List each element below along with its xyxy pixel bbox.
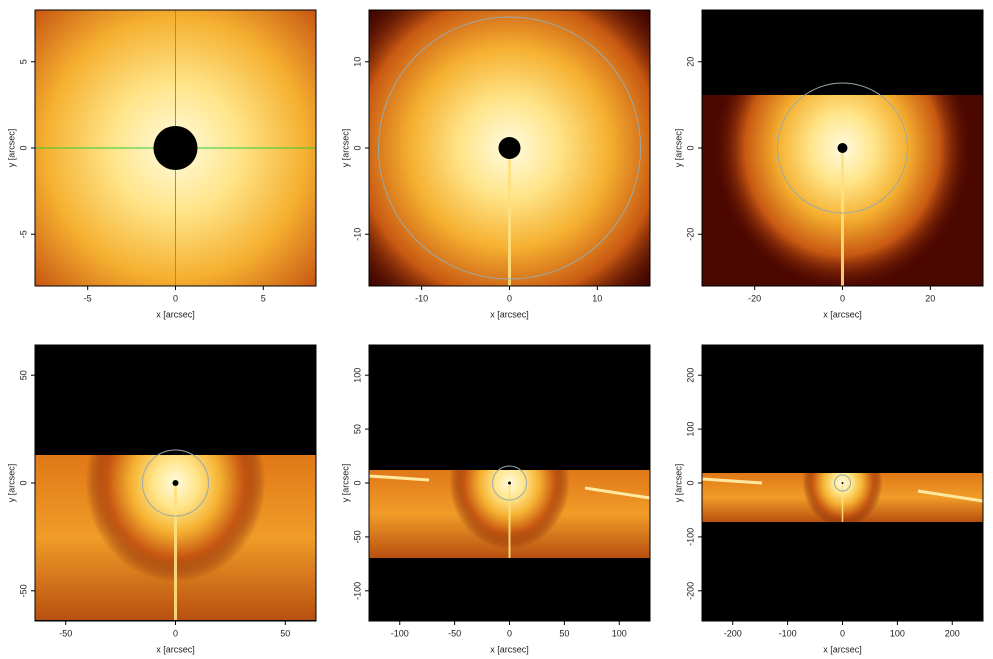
- y-tick-label: 5: [18, 59, 28, 64]
- y-axis-label: y [arcsec]: [340, 129, 350, 168]
- y-tick-label: -10: [352, 228, 362, 241]
- streak: [584, 486, 650, 500]
- x-tick-label: -5: [84, 293, 92, 303]
- core: [172, 480, 179, 486]
- panel: -20 0 20 -20 0 20 x [arcsec] y [arcsec]: [673, 9, 984, 319]
- y-axis-label: y [arcsec]: [340, 464, 350, 503]
- x-tick-label: 0: [173, 628, 178, 638]
- y-tick-label: -50: [352, 530, 362, 543]
- x-tick-label: -20: [748, 293, 761, 303]
- x-axis-label: x [arcsec]: [156, 309, 195, 319]
- x-tick-label: 0: [173, 293, 178, 303]
- y-tick-label: -200: [685, 582, 695, 600]
- y-tick-label: 0: [685, 145, 695, 150]
- core: [498, 137, 521, 159]
- x-tick-label: -50: [59, 628, 72, 638]
- core: [153, 126, 198, 170]
- x-tick-label: 5: [261, 293, 266, 303]
- y-tick-label: 100: [352, 368, 362, 383]
- x-axis-label: x [arcsec]: [490, 644, 529, 654]
- panel: -100 -50 0 50 100 -100 -50 0 50 100 x [arcsec] y [a…: [340, 344, 651, 654]
- panel: -200 -100 0 100 200 -200 -100 0 100 200 x [arcsec]…: [673, 344, 984, 654]
- core: [841, 482, 844, 484]
- image: [35, 345, 316, 621]
- spike: [174, 483, 177, 620]
- core: [837, 143, 848, 153]
- x-tick-label: -50: [448, 628, 461, 638]
- panel: -10 0 10 -10 0 10 x [arcsec] y [arcsec]: [340, 9, 651, 319]
- x-tick-label: 20: [925, 293, 935, 303]
- y-tick-label: 200: [685, 368, 695, 383]
- spike: [841, 148, 844, 286]
- y-tick-label: -100: [352, 582, 362, 600]
- x-tick-label: 0: [507, 628, 512, 638]
- y-tick-label: 10: [352, 57, 362, 67]
- x-tick-label: 100: [890, 628, 905, 638]
- streak: [917, 489, 983, 503]
- streak: [702, 477, 763, 485]
- aperture: [834, 474, 851, 492]
- x-tick-label: 0: [507, 293, 512, 303]
- streak: [369, 474, 430, 482]
- x-tick-label: 50: [280, 628, 290, 638]
- x-tick-label: 0: [840, 293, 845, 303]
- y-axis-label: y [arcsec]: [673, 464, 683, 503]
- x-axis-label: x [arcsec]: [490, 309, 529, 319]
- image: [35, 10, 316, 286]
- x-tick-label: 50: [559, 628, 569, 638]
- x-tick-label: 0: [840, 628, 845, 638]
- aperture: [142, 449, 209, 517]
- y-tick-label: 50: [18, 370, 28, 380]
- aperture: [777, 82, 908, 214]
- x-axis-label: x [arcsec]: [823, 644, 862, 654]
- x-tick-label: -100: [779, 628, 797, 638]
- image: [369, 345, 650, 621]
- panel: -5 0 5 -5 0 5 x [arcsec] y [arcsec]: [6, 9, 317, 319]
- y-tick-label: 0: [352, 145, 362, 150]
- x-axis-label: x [arcsec]: [823, 309, 862, 319]
- y-axis-label: y [arcsec]: [6, 129, 16, 168]
- x-tick-label: 100: [612, 628, 627, 638]
- y-tick-label: 20: [685, 57, 695, 67]
- core: [508, 481, 511, 485]
- y-tick-label: 0: [18, 145, 28, 150]
- y-tick-label: -50: [18, 584, 28, 597]
- y-tick-label: 0: [352, 480, 362, 485]
- y-axis-label: y [arcsec]: [6, 464, 16, 503]
- y-tick-label: -20: [685, 228, 695, 241]
- x-tick-label: -10: [415, 293, 428, 303]
- y-tick-label: -5: [18, 230, 28, 238]
- spike: [508, 483, 511, 558]
- y-tick-label: 50: [352, 424, 362, 434]
- y-tick-label: 0: [685, 480, 695, 485]
- y-tick-label: 0: [18, 480, 28, 485]
- y-axis-label: y [arcsec]: [673, 129, 683, 168]
- aperture: [378, 16, 641, 280]
- image: [369, 10, 650, 286]
- x-tick-label: 10: [592, 293, 602, 303]
- panel: -50 0 50 -50 0 50 x [arcsec] y [arcsec]: [6, 344, 317, 654]
- x-tick-label: 200: [945, 628, 960, 638]
- image: [702, 345, 983, 621]
- x-tick-label: -100: [391, 628, 409, 638]
- y-tick-label: 100: [685, 422, 695, 437]
- spike: [841, 483, 844, 522]
- aperture: [492, 465, 527, 501]
- x-tick-label: -200: [724, 628, 742, 638]
- image: [702, 10, 983, 286]
- y-tick-label: -100: [685, 528, 695, 546]
- x-axis-label: x [arcsec]: [156, 644, 195, 654]
- spike: [508, 148, 511, 286]
